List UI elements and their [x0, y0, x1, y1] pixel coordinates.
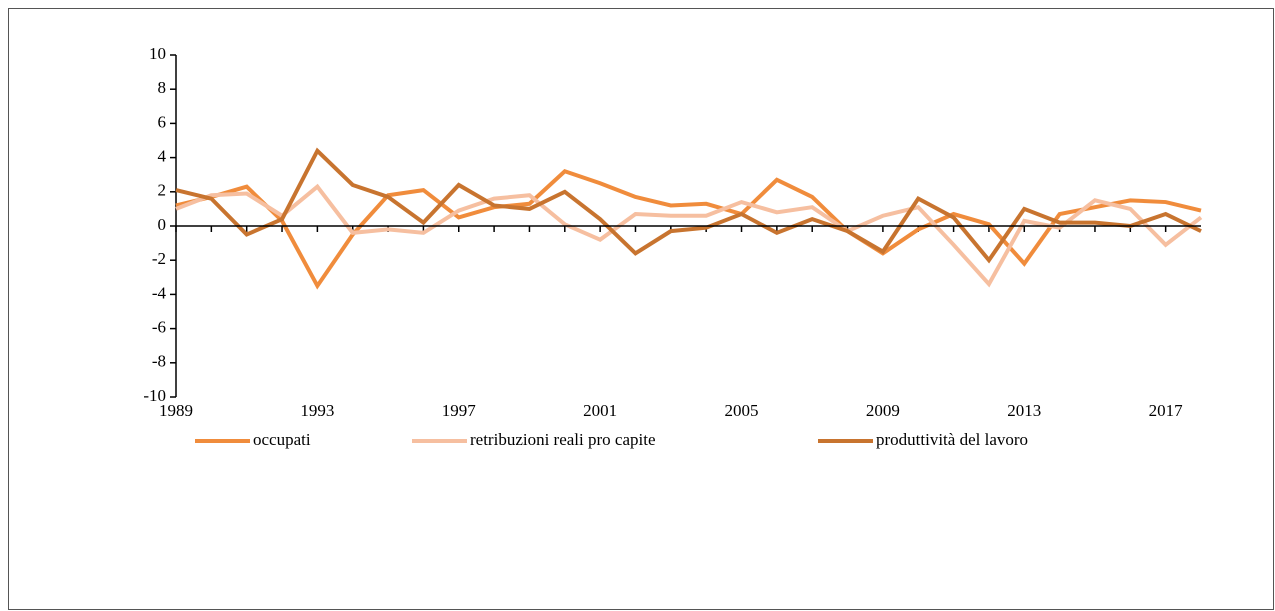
chart-border — [8, 8, 1274, 610]
y-tick-label: -2 — [152, 249, 166, 268]
y-tick-label: 6 — [158, 112, 167, 131]
x-tick-label: 1989 — [159, 401, 193, 420]
x-tick-label: 2013 — [1007, 401, 1041, 420]
legend-label: retribuzioni reali pro capite — [470, 430, 656, 449]
series-line — [175, 147, 1202, 264]
y-tick-label: -8 — [152, 352, 166, 371]
y-tick-label: 2 — [158, 181, 167, 200]
x-tick-label: 1993 — [300, 401, 334, 420]
y-tick-label: -6 — [152, 318, 166, 337]
x-tick-label: 2005 — [725, 401, 759, 420]
y-tick-label: 10 — [149, 44, 166, 63]
y-tick-label: -10 — [143, 386, 166, 405]
x-tick-label: 2009 — [866, 401, 900, 420]
x-tick-label: 1997 — [442, 401, 477, 420]
y-tick-label: 8 — [158, 78, 167, 97]
y-tick-label: 0 — [158, 215, 167, 234]
x-tick-label: 2017 — [1149, 401, 1184, 420]
y-tick-label: -4 — [152, 283, 167, 302]
legend-label: produttività del lavoro — [876, 430, 1028, 449]
legend-label: occupati — [253, 430, 311, 449]
series-line — [175, 183, 1203, 288]
series-line — [175, 169, 1202, 290]
x-tick-label: 2001 — [583, 401, 617, 420]
y-tick-label: 4 — [158, 147, 167, 166]
